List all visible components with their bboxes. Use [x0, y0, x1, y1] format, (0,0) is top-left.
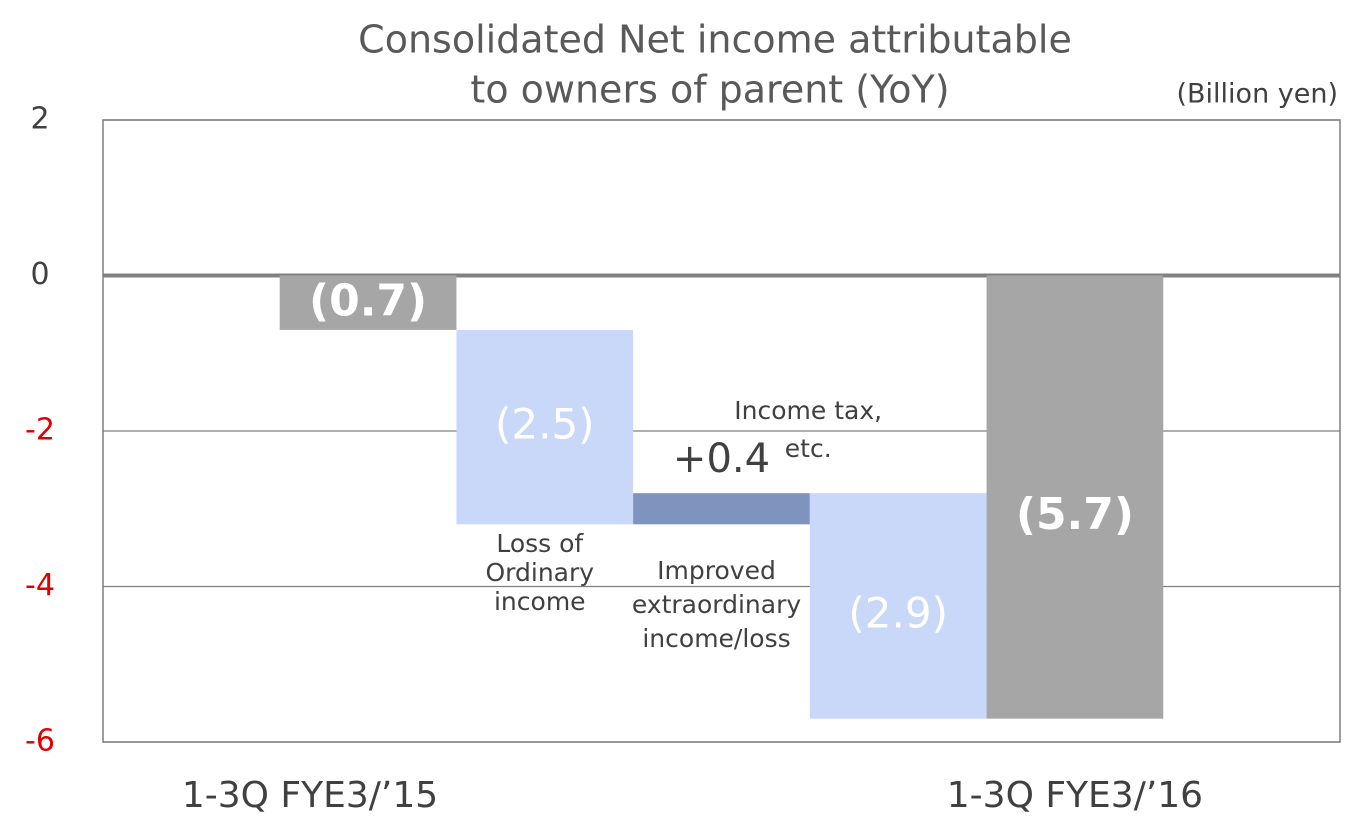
x-tick-label: 1-3Q FYE3/’16: [947, 775, 1203, 816]
annotation: Loss of: [496, 529, 584, 558]
bar: [986, 275, 1164, 719]
y-tick-label: -6: [25, 724, 55, 759]
chart-title: Consolidated Net income attributable: [358, 18, 1072, 62]
annotation: extraordinary: [632, 590, 802, 619]
bar: [809, 493, 987, 719]
annotation: Income tax,: [734, 396, 882, 425]
y-tick-label: -2: [25, 413, 55, 448]
x-tick-label: 1-3Q FYE3/’15: [182, 775, 438, 816]
value-label: (0.7): [309, 276, 427, 327]
value-label: (5.7): [1016, 489, 1134, 540]
unit-label: (Billion yen): [1176, 79, 1338, 110]
y-tick-label: -4: [25, 568, 55, 603]
annotation: etc.: [785, 434, 832, 463]
annotation: income/loss: [642, 624, 790, 653]
y-tick-label: 0: [30, 257, 49, 292]
annotation: Improved: [657, 556, 776, 585]
value-label: (2.5): [495, 400, 595, 449]
annotation: income: [494, 587, 586, 616]
value-label: +0.4: [673, 436, 770, 482]
chart-title: to owners of parent (YoY): [470, 68, 949, 112]
bar: [279, 275, 457, 330]
annotation: Ordinary: [485, 558, 594, 587]
value-label: (2.9): [848, 588, 948, 637]
bar: [633, 493, 810, 525]
bar: [456, 329, 634, 525]
y-tick-label: 2: [30, 102, 49, 137]
